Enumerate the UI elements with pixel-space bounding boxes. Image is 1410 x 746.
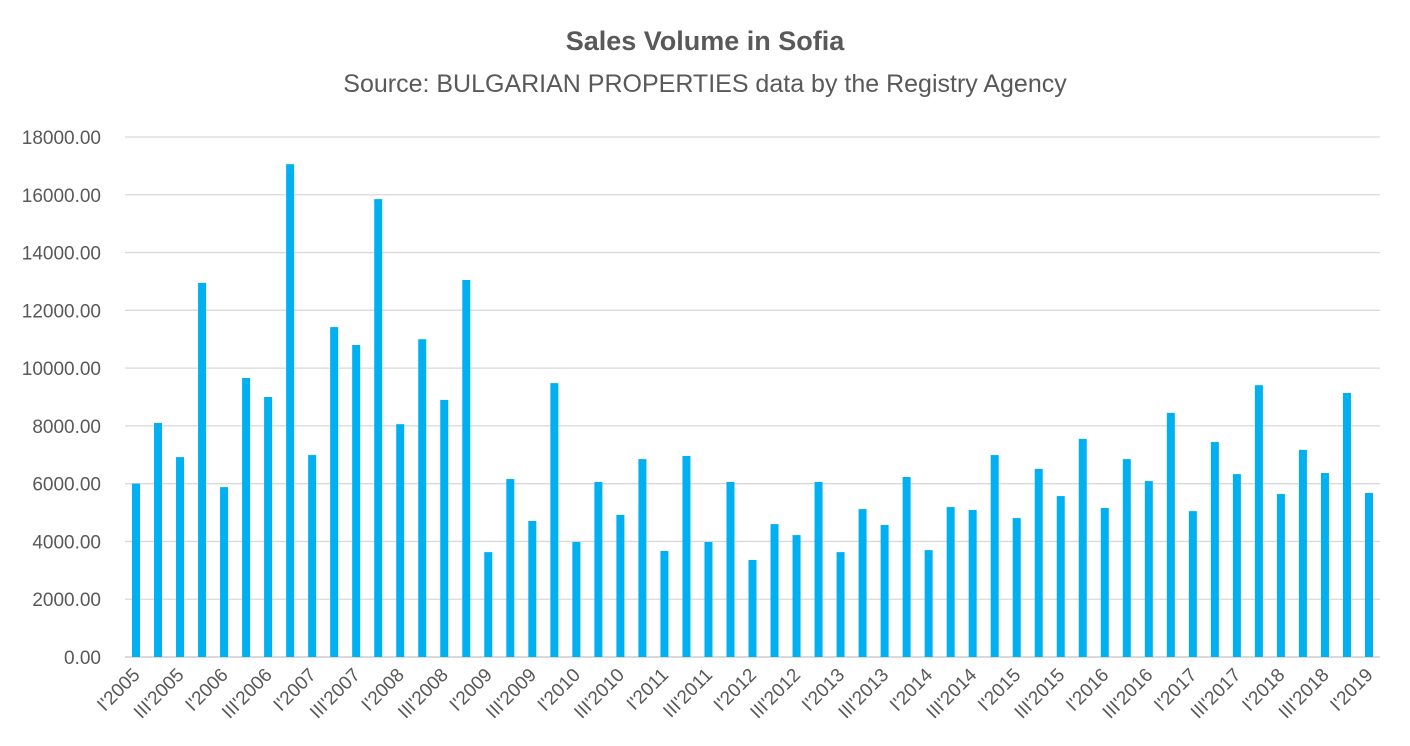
bar	[1232, 474, 1241, 657]
bar	[990, 455, 999, 657]
chart-subtitle: Source: BULGARIAN PROPERTIES data by the…	[343, 70, 1067, 98]
y-tick-label: 2000.00	[32, 590, 101, 611]
x-tick-label: III'2011	[659, 665, 717, 723]
bar	[902, 477, 911, 657]
bar	[550, 383, 559, 657]
bar	[594, 481, 603, 657]
y-tick-label: 4000.00	[32, 532, 101, 553]
bar	[374, 199, 383, 657]
x-tick-label: III'2012	[747, 665, 806, 724]
bar	[1034, 468, 1043, 657]
x-tick-label: III'2015	[1011, 665, 1070, 724]
bar	[528, 520, 537, 657]
bar	[638, 459, 647, 657]
bar	[858, 509, 867, 657]
bar	[1012, 518, 1021, 657]
y-tick-label: 0.00	[64, 648, 101, 669]
bar	[198, 282, 207, 657]
bar	[1298, 449, 1307, 657]
bar	[1122, 459, 1131, 657]
bar	[770, 524, 779, 657]
bar	[1166, 412, 1175, 657]
bar	[748, 559, 757, 657]
bar	[880, 524, 889, 657]
bar	[506, 479, 515, 657]
bar	[660, 550, 669, 657]
x-tick-label: III'2008	[394, 665, 453, 724]
x-tick-label: III'2006	[218, 665, 277, 724]
bar	[1320, 472, 1329, 657]
bar	[1100, 507, 1109, 657]
x-tick-label: III'2014	[923, 664, 982, 723]
x-tick-label: III'2013	[835, 665, 894, 724]
bar	[704, 542, 713, 657]
bar	[792, 535, 801, 657]
bar	[440, 399, 449, 657]
y-tick-label: 8000.00	[32, 417, 101, 438]
bar	[1144, 481, 1153, 657]
bar	[264, 397, 273, 657]
bar	[176, 457, 185, 657]
x-tick-label: III'2007	[306, 665, 365, 724]
y-tick-label: 12000.00	[22, 301, 101, 322]
bar	[1254, 385, 1263, 657]
bar	[154, 423, 163, 657]
y-tick-label: 16000.00	[22, 186, 101, 207]
x-tick-label: III'2010	[570, 665, 629, 724]
x-tick-label: III'2018	[1275, 665, 1334, 724]
bar	[1056, 496, 1065, 657]
x-tick-label: III'2016	[1099, 665, 1158, 724]
bar	[220, 487, 229, 657]
bar	[242, 377, 251, 657]
chart-title: Sales Volume in Sofia	[565, 26, 845, 56]
bar	[396, 424, 405, 657]
bar	[1188, 511, 1197, 657]
bar	[836, 552, 845, 657]
bar	[682, 455, 691, 657]
bar	[726, 481, 735, 657]
bar	[132, 483, 141, 657]
bar	[946, 507, 955, 657]
bar	[308, 455, 317, 657]
bar	[968, 509, 977, 657]
y-tick-label: 10000.00	[22, 359, 101, 380]
y-tick-label: 14000.00	[22, 244, 101, 265]
bar	[814, 481, 823, 657]
bar	[572, 542, 581, 657]
bar	[1078, 438, 1087, 657]
bar	[924, 550, 933, 657]
bar	[286, 164, 295, 657]
bar	[330, 327, 339, 657]
y-tick-label: 18000.00	[22, 128, 101, 149]
bar	[1342, 392, 1351, 657]
bar	[462, 280, 471, 657]
bar	[616, 514, 625, 657]
y-tick-label: 6000.00	[32, 475, 101, 496]
bar	[1364, 492, 1373, 657]
bar	[1210, 442, 1219, 657]
x-tick-label: III'2005	[130, 665, 189, 724]
x-tick-label: III'2009	[482, 665, 541, 724]
bar	[418, 339, 427, 657]
bar	[1276, 494, 1285, 657]
bar	[352, 345, 361, 657]
bar	[484, 552, 493, 657]
x-tick-label: III'2017	[1187, 665, 1246, 724]
x-tick-label: I'2019	[1326, 665, 1377, 716]
